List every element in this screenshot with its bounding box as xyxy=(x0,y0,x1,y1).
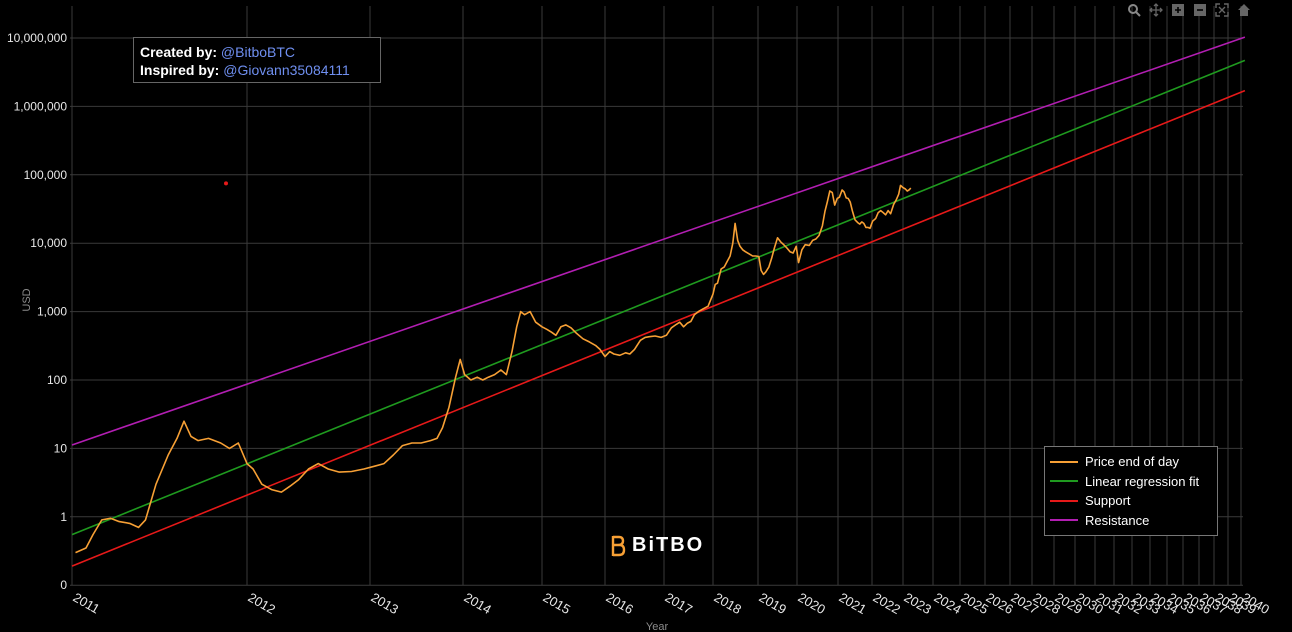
created-handle[interactable]: @BitboBTC xyxy=(220,44,296,60)
x-tick-label: 2015 xyxy=(541,590,574,617)
x-tick-label: 2022 xyxy=(871,590,904,617)
x-tick-label: 2040 xyxy=(1240,590,1273,617)
legend-label: Support xyxy=(1085,493,1131,509)
x-tick-label: 2016 xyxy=(604,590,637,617)
y-tick-label: 10,000 xyxy=(30,236,67,250)
inspired-handle[interactable]: @Giovann35084111 xyxy=(223,62,350,78)
y-tick-label: 1 xyxy=(60,510,67,524)
legend-label: Resistance xyxy=(1085,512,1150,528)
y-tick-label: 100 xyxy=(47,373,67,387)
x-tick-label: 2019 xyxy=(757,590,790,617)
y-axis-title: USD xyxy=(21,288,33,311)
y-tick-label: 100,000 xyxy=(24,168,68,182)
created-label: Created by: xyxy=(140,44,218,60)
legend-swatch xyxy=(1050,519,1078,522)
inspired-label: Inspired by: xyxy=(140,62,220,78)
chart-series xyxy=(71,36,1246,567)
series-line-linear-regression-fit xyxy=(71,59,1246,536)
y-axis: 0 1 10 100 1,000 10,000 100,000 1,000,000 10,000… xyxy=(7,31,67,592)
y-tick-label: 10 xyxy=(54,441,68,455)
x-axis-title: Year xyxy=(646,621,669,632)
x-tick-label: 2012 xyxy=(246,590,279,617)
credit-annotation: Created by: @BitboBTC Inspired by: @Giov… xyxy=(133,37,381,83)
chart-grid xyxy=(70,6,1243,586)
legend-label: Price end of day xyxy=(1085,454,1179,470)
legend-item[interactable]: Linear regression fit xyxy=(1050,472,1217,492)
bitbo-logo-icon xyxy=(611,535,626,556)
legend-swatch xyxy=(1050,460,1078,463)
legend-swatch xyxy=(1050,499,1078,502)
x-tick-label: 2011 xyxy=(71,590,103,617)
modebar xyxy=(1126,2,1252,18)
autoscale-icon[interactable] xyxy=(1214,2,1230,18)
x-tick-label: 2013 xyxy=(369,590,402,617)
x-tick-label: 2018 xyxy=(712,590,745,617)
zoom-in-icon[interactable] xyxy=(1170,2,1186,18)
pan-icon[interactable] xyxy=(1148,2,1164,18)
x-tick-label: 2017 xyxy=(663,590,696,617)
y-tick-label: 10,000,000 xyxy=(7,31,67,45)
x-tick-label: 2021 xyxy=(837,590,870,617)
y-tick-label: 1,000 xyxy=(37,305,67,319)
legend-item[interactable]: Resistance xyxy=(1050,511,1217,531)
legend-item[interactable]: Support xyxy=(1050,491,1217,511)
legend-item[interactable]: Price end of day xyxy=(1050,452,1217,472)
zoom-out-icon[interactable] xyxy=(1192,2,1208,18)
x-tick-label: 2024 xyxy=(932,590,965,617)
y-tick-label: 1,000,000 xyxy=(14,99,68,113)
watermark-text: BiTBO xyxy=(632,534,705,556)
y-tick-label: 0 xyxy=(60,578,67,592)
series-line-resistance xyxy=(71,36,1246,446)
x-tick-label: 2023 xyxy=(902,590,935,617)
x-axis: 2011 2012 2013 2014 2015 2016 2017 2018 2019 2020… xyxy=(71,590,1273,617)
legend-label: Linear regression fit xyxy=(1085,473,1200,489)
annotation-marker xyxy=(224,181,228,186)
legend-swatch xyxy=(1050,480,1078,483)
series-line-price-end-of-day xyxy=(75,184,912,554)
zoom-icon[interactable] xyxy=(1126,2,1142,18)
bitbo-watermark: BiTBO xyxy=(610,534,704,557)
x-tick-label: 2014 xyxy=(462,590,495,617)
reset-axes-icon[interactable] xyxy=(1236,2,1252,18)
x-tick-label: 2020 xyxy=(796,590,829,617)
chart-legend: Price end of day Linear regression fit Sup… xyxy=(1044,446,1218,536)
